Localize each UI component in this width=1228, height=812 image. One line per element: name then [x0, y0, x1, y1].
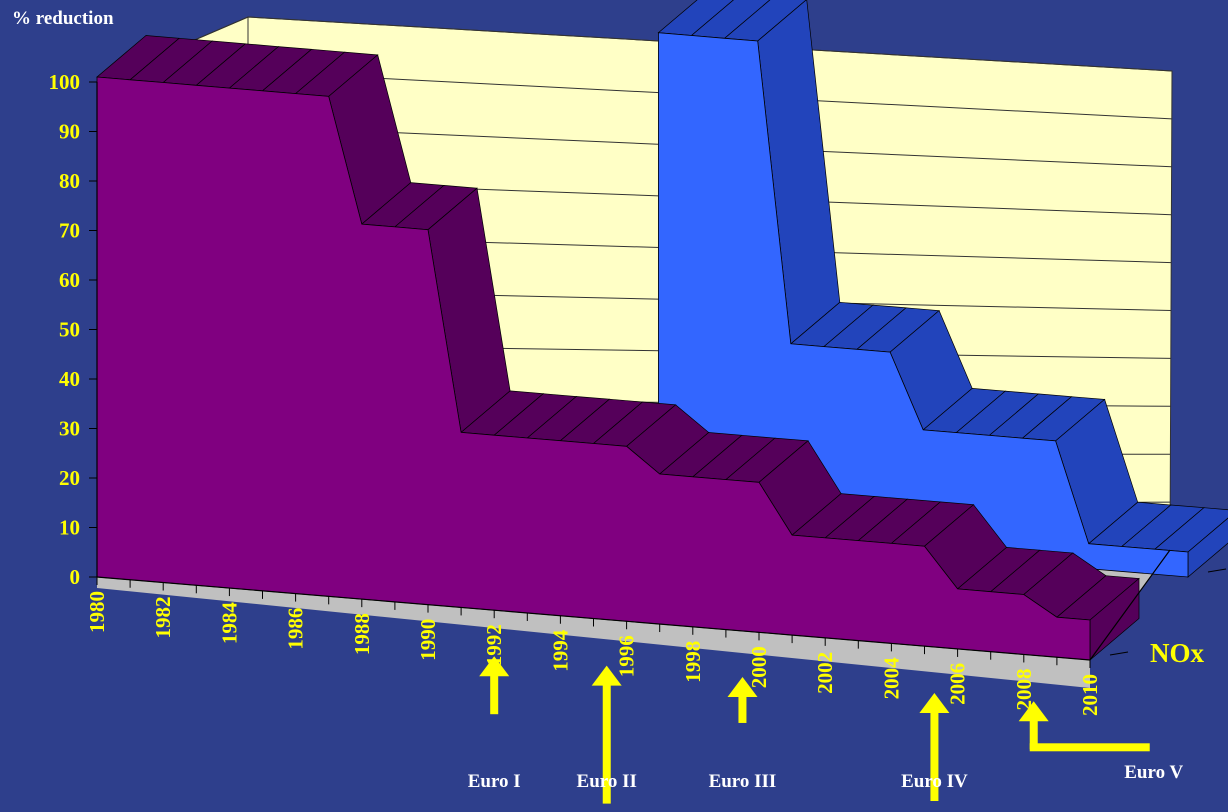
x-tick-label: 2000 — [747, 646, 771, 688]
marker-euro-i: Euro I — [468, 656, 521, 792]
marker-euro-iii: Euro III — [709, 677, 777, 792]
x-tick-label: 1982 — [151, 597, 175, 639]
depth-tick — [1207, 568, 1227, 573]
y-tick-label: 30 — [59, 417, 80, 441]
x-tick-label: 1996 — [615, 635, 639, 677]
x-tick-label: 1988 — [350, 613, 374, 655]
y-tick-label: 0 — [70, 565, 81, 589]
series-layer: PMNOx — [96, 0, 1228, 668]
y-tick-label: 60 — [59, 268, 80, 292]
marker-euro-iv: Euro IV — [901, 693, 968, 801]
x-tick-label: 1990 — [416, 619, 440, 661]
x-tick-label: 1994 — [548, 629, 572, 672]
marker-euro-v: Euro V — [1018, 701, 1183, 783]
y-tick-label: 90 — [59, 120, 80, 144]
arrow-shaft — [1029, 719, 1038, 750]
arrow-shaft — [490, 674, 499, 715]
y-tick-label: 80 — [59, 169, 80, 193]
arrow-shaft — [738, 694, 747, 723]
x-tick-label: 2010 — [1078, 674, 1102, 716]
arrow-head — [591, 665, 622, 686]
depth-tick — [1109, 651, 1129, 656]
y-axis-label: % reduction — [12, 8, 114, 29]
series-label-nox: NOx — [1150, 638, 1205, 668]
arrow-head — [727, 677, 758, 697]
arrow-shaft — [930, 710, 939, 801]
x-tick-label: 2004 — [879, 657, 903, 700]
marker-label: Euro II — [577, 771, 637, 792]
y-tick-label: 70 — [59, 219, 80, 243]
x-tick-label: 2002 — [813, 652, 837, 694]
y-tick-label: 50 — [59, 318, 80, 342]
y-tick-label: 10 — [59, 516, 80, 540]
arrow-head — [1018, 701, 1049, 722]
y-tick-label: 20 — [59, 466, 80, 490]
series-nox — [96, 35, 1140, 661]
series-nox-area — [96, 76, 1091, 661]
marker-label: Euro IV — [901, 771, 968, 792]
x-tick-label: 1980 — [85, 591, 109, 633]
marker-label: Euro I — [468, 771, 521, 792]
x-tick-label: 2006 — [946, 663, 970, 705]
marker-label: Euro V — [1124, 762, 1183, 783]
arrow-head — [479, 656, 510, 677]
arrow-shaft — [602, 683, 611, 804]
x-tick-label: 1998 — [681, 641, 705, 683]
axes: 0 10 20 30 40 50 60 70 80 90 100 1980 1982 1984 1986 19… — [49, 70, 1171, 716]
x-tick-label: 1984 — [217, 602, 241, 645]
arrow-shaft — [1029, 743, 1150, 752]
y-tick-label: 40 — [59, 367, 80, 391]
marker-label: Euro III — [709, 771, 777, 792]
x-tick-label: 1986 — [284, 608, 308, 650]
x-tick-label: 2008 — [1012, 669, 1036, 711]
depth-axis-line — [1089, 549, 1171, 661]
y-tick-label: 100 — [49, 70, 81, 94]
arrow-head — [919, 693, 950, 713]
marker-euro-ii: Euro II — [577, 665, 637, 804]
euro-markers: Euro I Euro II Euro III Euro IV Euro V — [468, 656, 1183, 804]
